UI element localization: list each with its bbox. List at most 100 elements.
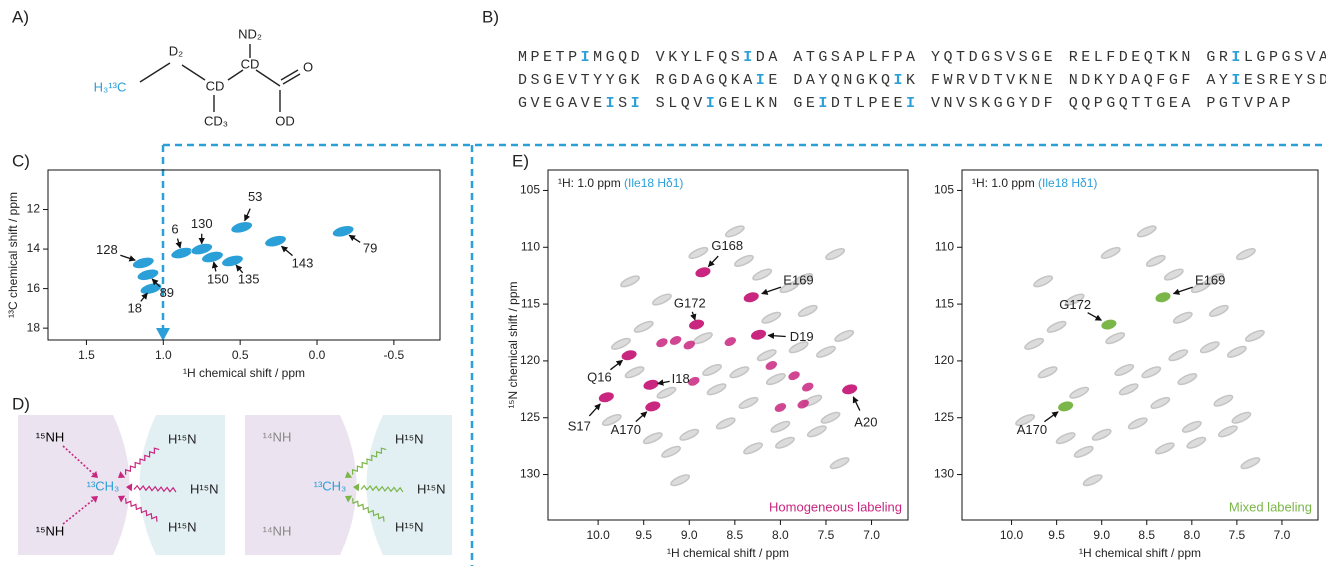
peak bbox=[750, 328, 768, 342]
background-peak bbox=[1105, 331, 1126, 346]
y-tick-label: 12 bbox=[27, 202, 41, 216]
background-peak bbox=[1136, 224, 1157, 239]
peak-pointer bbox=[768, 335, 786, 336]
peak bbox=[221, 253, 245, 268]
background-peak bbox=[1226, 344, 1247, 359]
peak-label: E169 bbox=[783, 273, 813, 288]
x-tick-label: 9.0 bbox=[681, 528, 698, 542]
donor-label: ¹⁵NH bbox=[36, 429, 65, 444]
peak-label: G168 bbox=[711, 238, 743, 253]
x-tick-label: 7.0 bbox=[1274, 528, 1291, 542]
background-peak bbox=[1118, 382, 1139, 397]
peak bbox=[688, 318, 706, 332]
atom: CD₃ bbox=[204, 113, 228, 128]
background-peak bbox=[610, 336, 631, 351]
background-peak bbox=[656, 385, 677, 400]
x-tick-label: 7.5 bbox=[1229, 528, 1246, 542]
x-tick-label: 10.0 bbox=[586, 528, 610, 542]
y-tick-label: 115 bbox=[935, 296, 954, 310]
background-peak bbox=[1217, 424, 1238, 439]
background-peak bbox=[1199, 340, 1220, 355]
peak-pointer bbox=[214, 262, 216, 271]
background-peak bbox=[715, 416, 736, 431]
peak bbox=[694, 265, 712, 279]
peak-pointer bbox=[120, 255, 135, 260]
background-peak bbox=[1231, 410, 1252, 425]
peak bbox=[644, 399, 662, 413]
peak-pointer bbox=[589, 404, 600, 416]
background-peak bbox=[797, 304, 818, 319]
background-peak bbox=[1055, 431, 1076, 446]
background-peak bbox=[692, 331, 713, 346]
peak-label: G172 bbox=[674, 296, 706, 311]
peak-pointer bbox=[1088, 313, 1102, 321]
x-tick-label: 9.5 bbox=[1048, 528, 1065, 542]
atom: CD bbox=[241, 56, 260, 71]
x-tick-label: 8.5 bbox=[726, 528, 743, 542]
background-peak bbox=[733, 254, 754, 269]
amide-label: H¹⁵N bbox=[190, 481, 219, 496]
background-peak bbox=[770, 419, 791, 434]
annotation-text: ¹H: 1.0 ppm bbox=[972, 176, 1035, 190]
panel-label: A) bbox=[12, 7, 29, 26]
annotation: ¹H: 1.0 ppm (Ile18 Hδ1) bbox=[972, 176, 1097, 190]
peak-label: E169 bbox=[1195, 273, 1225, 288]
background-peak bbox=[1235, 247, 1256, 262]
background-peak bbox=[1091, 427, 1112, 442]
x-tick-label: 7.0 bbox=[863, 528, 880, 542]
peak-label: D19 bbox=[790, 329, 814, 344]
background-peak bbox=[1181, 419, 1202, 434]
x-tick-label: 7.5 bbox=[818, 528, 835, 542]
peak-pointer bbox=[610, 360, 622, 369]
background-peak bbox=[1114, 363, 1135, 378]
peak bbox=[801, 381, 815, 393]
peak bbox=[742, 290, 760, 304]
x-axis-label: ¹H chemical shift / ppm bbox=[667, 546, 789, 560]
background-peak bbox=[651, 292, 672, 307]
amide-label: H¹⁵N bbox=[395, 519, 424, 534]
background-peak bbox=[724, 224, 745, 239]
atom: OD bbox=[275, 113, 295, 128]
peak-label: A20 bbox=[854, 415, 877, 430]
peak bbox=[764, 359, 778, 371]
sequence-line: MPETPIMGQD VKYLFQSIDA ATGSAPLFPA YQTDGSV… bbox=[518, 49, 1326, 66]
peak bbox=[1057, 399, 1075, 413]
peak-label: A170 bbox=[1017, 422, 1047, 437]
background-peak bbox=[1240, 456, 1261, 471]
background-peak bbox=[1141, 365, 1162, 380]
background-peak bbox=[688, 246, 709, 261]
peak-label: 135 bbox=[238, 271, 260, 286]
peak bbox=[620, 348, 638, 362]
annotation-note: (Ile18 Hδ1) bbox=[621, 176, 684, 190]
x-tick-label: 0.5 bbox=[232, 348, 249, 362]
peak-pointer bbox=[177, 239, 180, 248]
peak bbox=[264, 233, 288, 248]
peak-label: 143 bbox=[292, 256, 314, 271]
peak-pointer bbox=[282, 246, 293, 255]
background-peak bbox=[633, 319, 654, 334]
background-peak bbox=[1033, 274, 1054, 289]
background-peak bbox=[765, 372, 786, 387]
background-peak bbox=[1150, 396, 1171, 411]
background-peak bbox=[1069, 385, 1090, 400]
annotation-text: ¹H: 1.0 ppm bbox=[558, 176, 621, 190]
background-peak bbox=[761, 310, 782, 325]
background-peak bbox=[743, 441, 764, 456]
x-tick-label: 0.0 bbox=[309, 348, 326, 362]
peak-pointer bbox=[1044, 412, 1058, 422]
background-peak bbox=[729, 365, 750, 380]
y-tick-label: 16 bbox=[27, 281, 41, 295]
background-peak bbox=[1073, 444, 1094, 459]
peak-pointer bbox=[692, 312, 695, 320]
x-tick-label: 8.0 bbox=[772, 528, 789, 542]
plot-frame bbox=[962, 170, 1318, 520]
background-peak bbox=[774, 435, 795, 450]
y-tick-label: 115 bbox=[521, 296, 540, 310]
y-tick-label: 120 bbox=[520, 353, 540, 367]
atom: O bbox=[303, 59, 313, 74]
connector-arrow bbox=[156, 328, 170, 341]
peak bbox=[1100, 318, 1118, 332]
y-tick-label: 130 bbox=[934, 467, 954, 481]
peak bbox=[170, 245, 194, 260]
peak-pointer bbox=[762, 287, 781, 294]
